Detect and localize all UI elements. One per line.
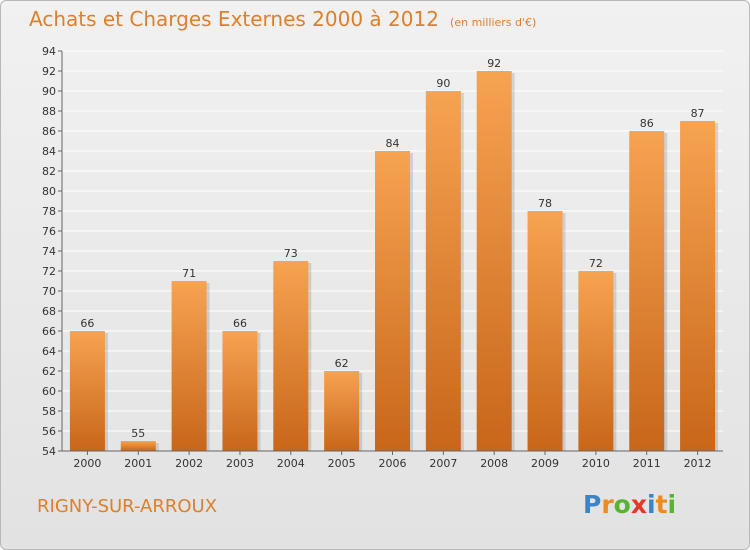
bar: [69, 331, 105, 451]
bars: 66 55 71 66 73 62 84 90 92 78 72 86 87: [69, 57, 719, 451]
y-tick-label: 80: [42, 185, 56, 198]
logo-letter: x: [630, 490, 647, 519]
y-tick-label: 60: [42, 385, 56, 398]
x-tick-label: 2001: [124, 457, 152, 470]
bar: [120, 441, 156, 451]
value-label: 71: [182, 267, 196, 280]
y-tick-label: 64: [42, 345, 56, 358]
logo-letter: i: [667, 490, 677, 519]
x-tick-label: 2006: [379, 457, 407, 470]
y-tick-label: 56: [42, 425, 56, 438]
logo-letter: t: [655, 490, 668, 519]
y-tick-label: 76: [42, 225, 56, 238]
y-tick-label: 68: [42, 305, 56, 318]
bar: [222, 331, 258, 451]
y-tick-label: 72: [42, 265, 56, 278]
x-tick-label: 2004: [277, 457, 305, 470]
bar: [324, 371, 360, 451]
logo-letter: P: [583, 490, 602, 519]
x-tick-label: 2003: [226, 457, 254, 470]
bar: [578, 271, 614, 451]
bar: [273, 261, 309, 451]
bar: [629, 131, 665, 451]
bar: [425, 91, 461, 451]
y-tick-label: 90: [42, 85, 56, 98]
value-label: 66: [80, 317, 94, 330]
value-label: 78: [538, 197, 552, 210]
y-tick-label: 88: [42, 105, 56, 118]
value-label: 92: [487, 57, 501, 70]
bar: [680, 121, 716, 451]
y-tick-label: 84: [42, 145, 56, 158]
title-row: Achats et Charges Externes 2000 à 2012 (…: [29, 7, 536, 31]
value-label: 90: [436, 77, 450, 90]
y-tick-label: 92: [42, 65, 56, 78]
value-label: 87: [691, 107, 705, 120]
y-tick-label: 78: [42, 205, 56, 218]
logo-letter: r: [601, 490, 614, 519]
x-tick-label: 2012: [684, 457, 712, 470]
value-label: 73: [284, 247, 298, 260]
value-label: 62: [335, 357, 349, 370]
x-tick-label: 2010: [582, 457, 610, 470]
x-tick-label: 2005: [328, 457, 356, 470]
value-label: 72: [589, 257, 603, 270]
y-tick-label: 82: [42, 165, 56, 178]
y-tick-label: 74: [42, 245, 56, 258]
x-tick-label: 2009: [531, 457, 559, 470]
x-tick-label: 2002: [175, 457, 203, 470]
chart-title: Achats et Charges Externes 2000 à 2012: [29, 7, 439, 31]
proxiti-logo: Proxiti: [583, 490, 676, 519]
y-tick-label: 86: [42, 125, 56, 138]
bar: [527, 211, 563, 451]
bar: [171, 281, 207, 451]
y-tick-label: 54: [42, 445, 56, 458]
value-label: 84: [386, 137, 400, 150]
chart-subtitle: (en milliers d'€): [450, 16, 537, 29]
value-label: 66: [233, 317, 247, 330]
bar: [476, 71, 512, 451]
logo-letter: o: [613, 490, 631, 519]
place-name: RIGNY-SUR-ARROUX: [37, 496, 218, 517]
x-tick-label: 2008: [480, 457, 508, 470]
logo-letter: i: [647, 490, 656, 519]
y-tick-label: 66: [42, 325, 56, 338]
bar: [375, 151, 410, 451]
x-tick-label: 2000: [73, 457, 101, 470]
y-tick-label: 58: [42, 405, 56, 418]
axes: 54 56 58 60 62 64 66 68 70 72 74 76 78 80 82 84 86 88 90 92…: [42, 45, 723, 470]
x-tick-label: 2011: [633, 457, 661, 470]
x-tick-label: 2007: [429, 457, 457, 470]
y-tick-label: 70: [42, 285, 56, 298]
y-tick-label: 94: [42, 45, 56, 58]
value-label: 55: [131, 427, 145, 440]
value-label: 86: [640, 117, 654, 130]
y-tick-label: 62: [42, 365, 56, 378]
